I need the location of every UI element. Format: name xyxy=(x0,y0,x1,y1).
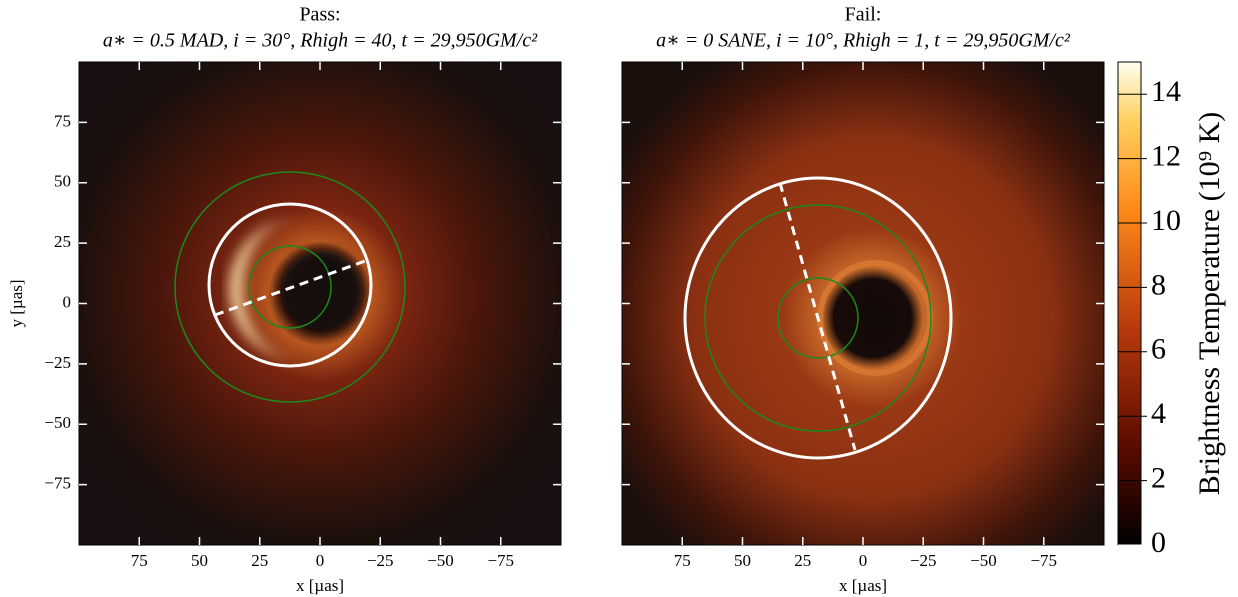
x-tick-label: −75 xyxy=(1030,551,1057,570)
colorbar-tick-label: 0 xyxy=(1151,526,1166,559)
title: Pass: xyxy=(299,4,340,26)
x-axis-label: x [µas] xyxy=(839,576,887,595)
x-tick-label: −25 xyxy=(910,551,937,570)
colorbar-tick-label: 8 xyxy=(1151,268,1166,301)
y-tick-label: 75 xyxy=(54,111,71,130)
colorbar-tick-label: 6 xyxy=(1151,333,1166,366)
colorbar-tick-label: 2 xyxy=(1151,461,1166,494)
x-tick-label: −25 xyxy=(367,551,394,570)
x-tick-label: 25 xyxy=(794,551,811,570)
y-tick-label: 25 xyxy=(54,232,71,251)
y-tick-label: −25 xyxy=(44,353,71,372)
x-tick-label: 75 xyxy=(131,551,148,570)
colorbar-tick-label: 14 xyxy=(1151,75,1181,108)
y-tick-label: −75 xyxy=(44,474,71,493)
y-axis-label: y [µas] xyxy=(7,279,26,327)
image-right xyxy=(622,62,1104,545)
colorbar-tick-label: 4 xyxy=(1151,397,1166,430)
image-left xyxy=(79,62,561,545)
x-tick-label: −75 xyxy=(487,551,514,570)
x-tick-label: 25 xyxy=(251,551,268,570)
x-tick-label: −50 xyxy=(970,551,997,570)
y-tick-label: 50 xyxy=(54,172,71,191)
subtitle: a∗ = 0 SANE, i = 10°, Rhigh = 1, t = 29,… xyxy=(656,30,1071,52)
x-tick-label: 75 xyxy=(674,551,691,570)
x-tick-label: 0 xyxy=(859,551,868,570)
colorbar-tick-label: 12 xyxy=(1151,139,1181,172)
subtitle: a∗ = 0.5 MAD, i = 30°, Rhigh = 40, t = 2… xyxy=(103,30,538,52)
x-tick-label: 0 xyxy=(316,551,325,570)
x-tick-label: 50 xyxy=(191,551,208,570)
colorbar-tick-label: 10 xyxy=(1151,204,1181,237)
x-tick-label: −50 xyxy=(427,551,454,570)
title: Fail: xyxy=(845,4,882,26)
y-tick-label: 0 xyxy=(63,292,72,311)
y-tick-label: −50 xyxy=(44,413,71,432)
x-tick-label: 50 xyxy=(734,551,751,570)
colorbar xyxy=(1117,61,1142,546)
x-axis-label: x [µas] xyxy=(296,576,344,595)
colorbar-label: Brightness Temperature (10⁹ K) xyxy=(1193,112,1226,496)
